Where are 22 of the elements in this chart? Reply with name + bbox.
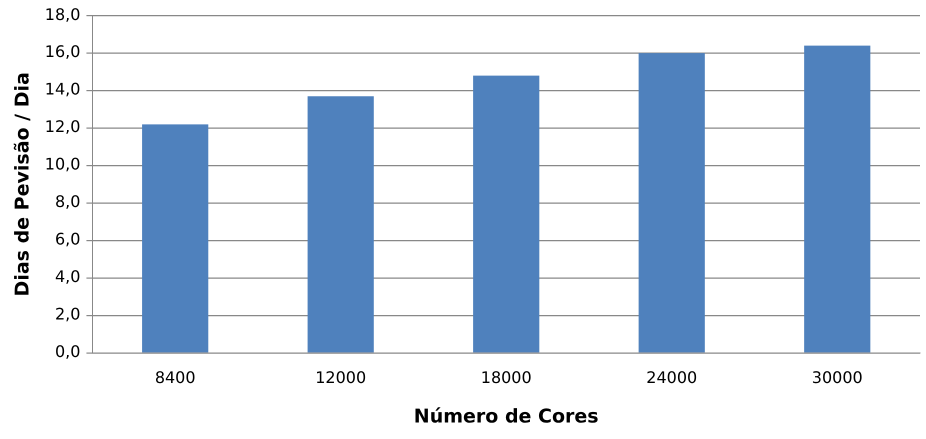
y-tick-label: 10,0	[44, 154, 80, 174]
y-tick-label: 16,0	[44, 42, 80, 62]
y-tick-label: 0,0	[54, 342, 80, 362]
y-tick-label: 8,0	[54, 192, 80, 212]
x-tick-label: 30000	[812, 368, 863, 387]
bar	[473, 76, 540, 352]
y-tick-label: 18,0	[44, 4, 80, 24]
x-tick-label: 12000	[315, 368, 366, 387]
x-axis-title: Número de Cores	[414, 406, 599, 428]
y-tick-label: 12,0	[44, 117, 80, 136]
bar	[638, 53, 705, 352]
bar	[308, 96, 374, 352]
y-tick-label: 6,0	[54, 230, 80, 249]
y-tick-label: 14,0	[44, 80, 80, 99]
x-tick-label: 8400	[154, 368, 196, 387]
x-tick-label: 18000	[480, 368, 532, 387]
y-axis-title: Dias de Pevisão / Dia	[11, 72, 34, 296]
y-tick-label: 4,0	[54, 267, 80, 286]
bar	[804, 46, 870, 352]
bar	[142, 124, 208, 352]
x-tick-label: 24000	[646, 368, 698, 387]
y-tick-label: 2,0	[54, 304, 80, 324]
